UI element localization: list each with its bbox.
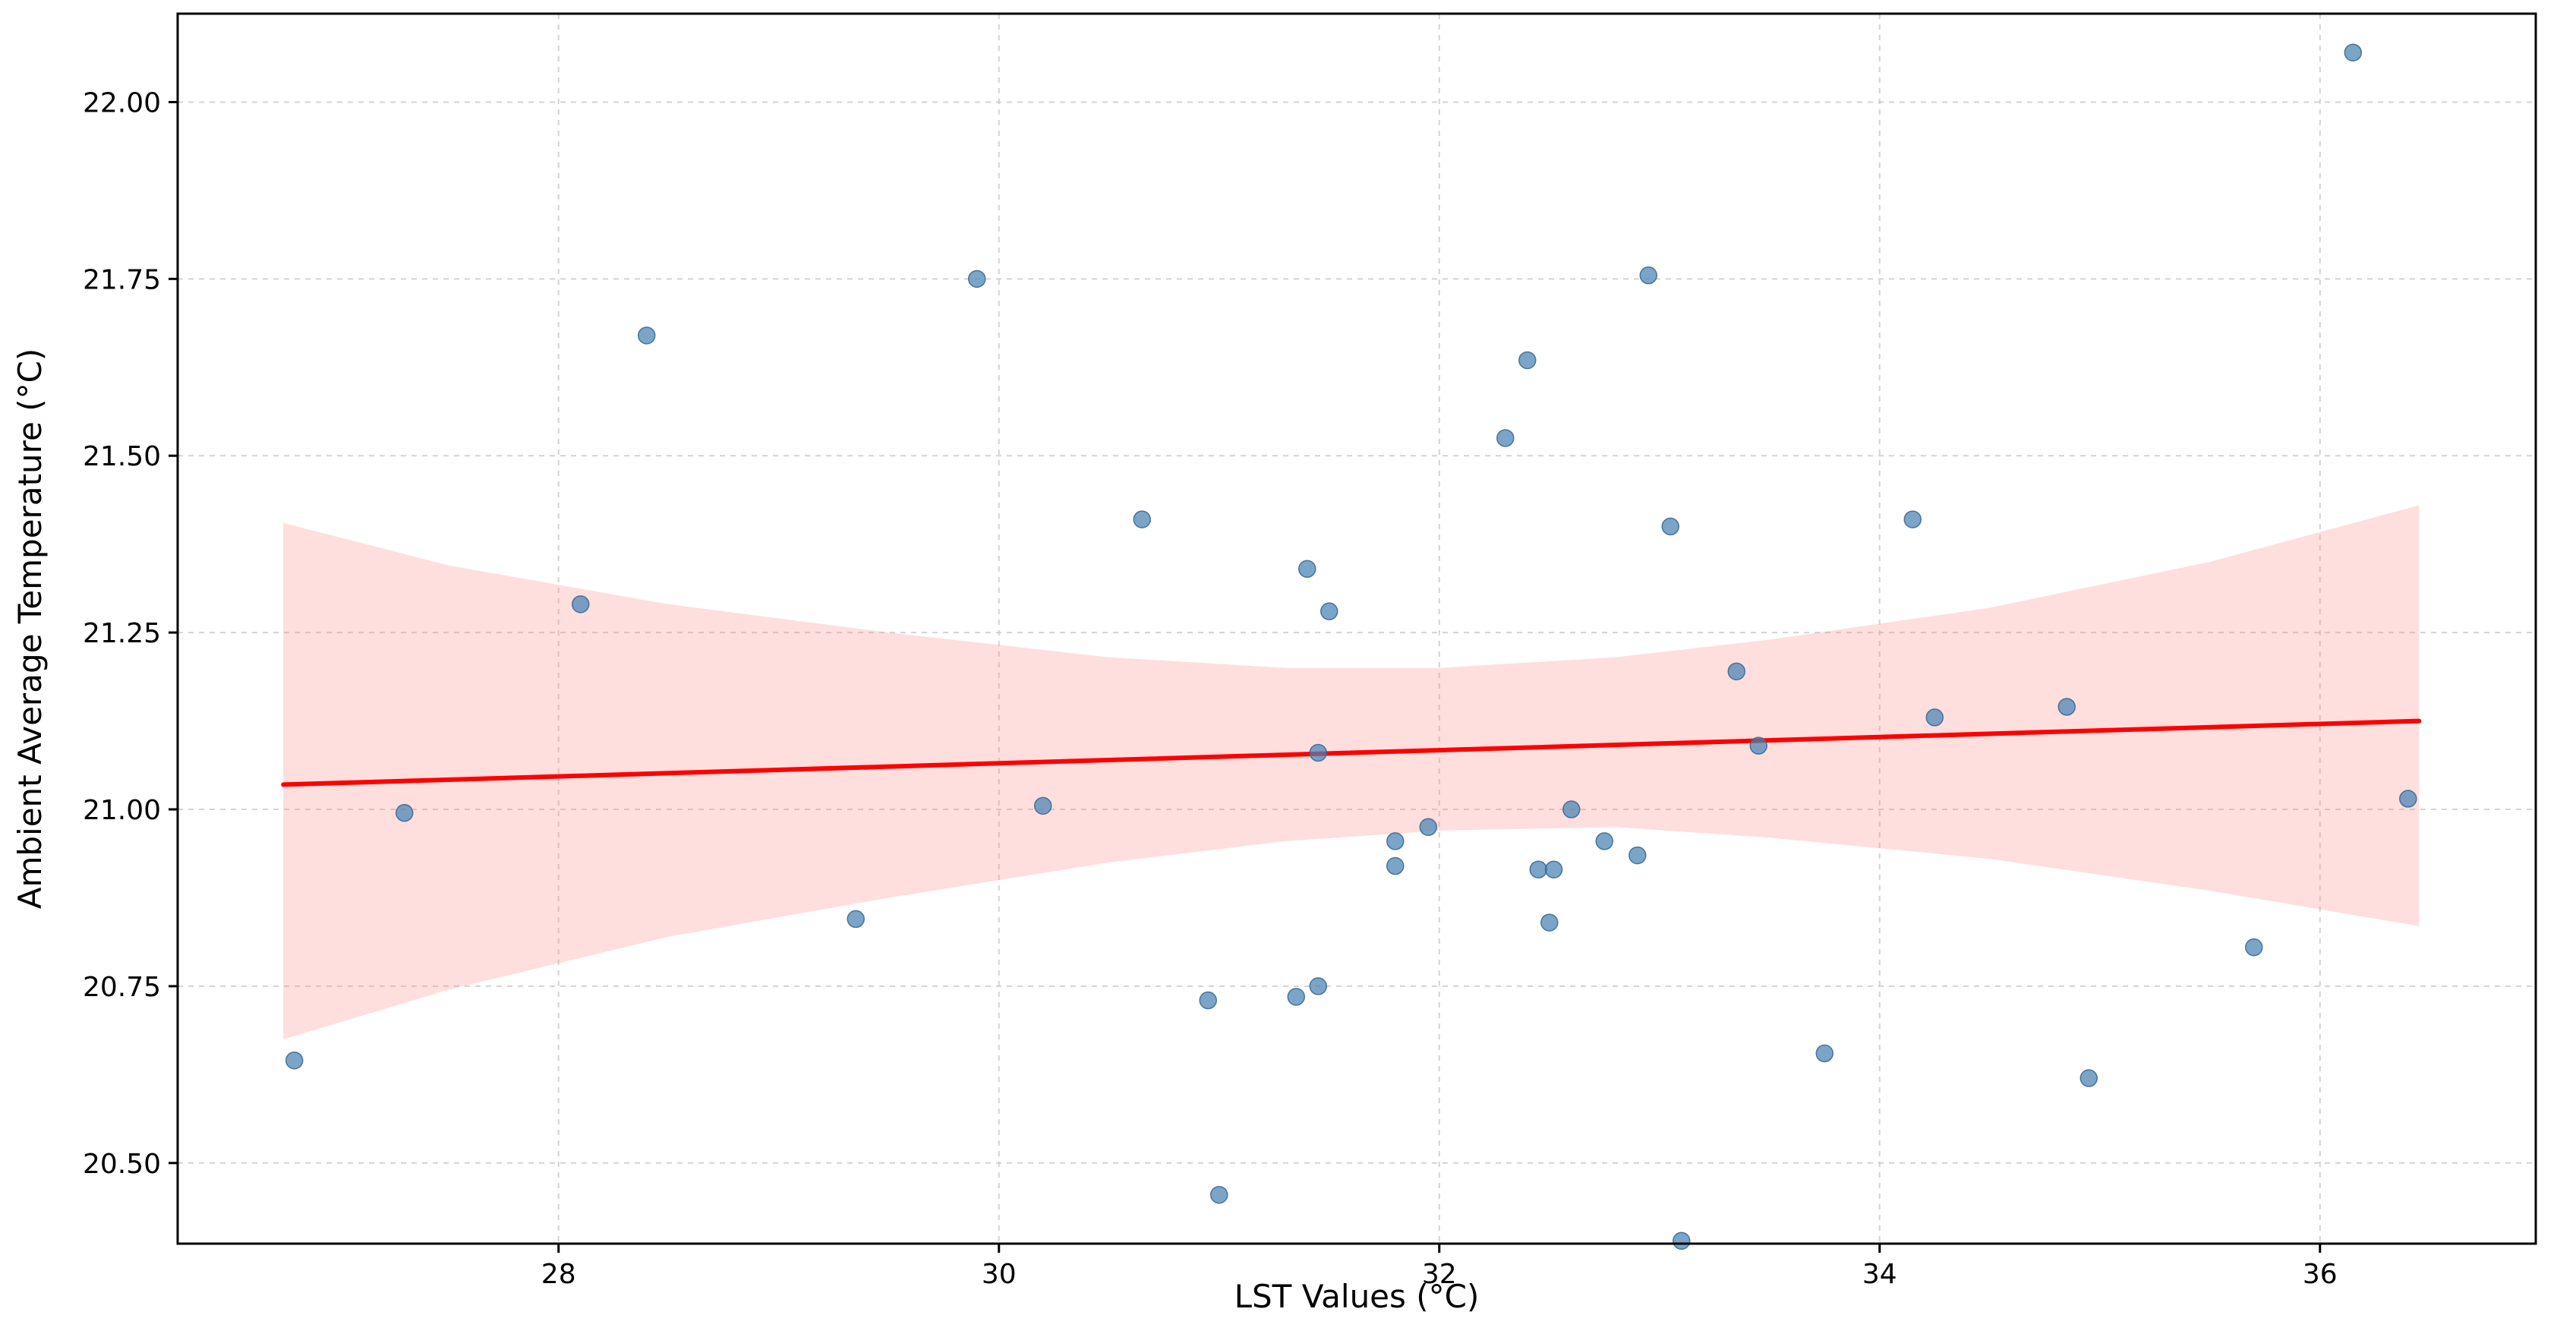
y-axis-label: Ambient Average Temperature (°C) xyxy=(11,348,49,910)
data-point xyxy=(1529,860,1548,878)
data-point xyxy=(395,803,414,822)
data-point xyxy=(967,270,986,289)
confidence-band-layer xyxy=(283,505,2420,1039)
data-point xyxy=(1661,517,1680,536)
plot-border xyxy=(176,12,2537,1245)
data-point xyxy=(1320,602,1338,620)
regression-line-layer xyxy=(281,718,2422,787)
data-point xyxy=(1544,860,1563,878)
data-point xyxy=(1419,818,1438,837)
data-point xyxy=(1727,662,1746,681)
data-point xyxy=(1673,1232,1691,1250)
x-tick-label: 30 xyxy=(982,1259,1017,1290)
y-tick-label: 21.00 xyxy=(83,795,161,826)
data-point xyxy=(847,910,865,929)
data-point xyxy=(1496,429,1515,447)
x-tick-label: 28 xyxy=(541,1259,576,1290)
data-point xyxy=(1199,991,1217,1010)
y-tick-label: 20.50 xyxy=(83,1149,161,1180)
data-point xyxy=(1562,800,1581,818)
x-tick-label: 34 xyxy=(1862,1259,1897,1290)
y-tick-label: 22.00 xyxy=(83,87,161,118)
data-points-layer xyxy=(285,43,2417,1250)
tick-labels-layer: 28 30 32 34 36 20.50 20.75 21.00 21.25 21.50 21.75… xyxy=(83,87,2338,1290)
y-tick-label: 20.75 xyxy=(83,972,161,1003)
data-point xyxy=(1749,736,1768,755)
data-point xyxy=(1595,832,1614,850)
regression-line xyxy=(281,718,2422,787)
axes-layer xyxy=(169,12,2537,1253)
y-tick-label: 21.75 xyxy=(83,264,161,295)
data-point xyxy=(285,1051,304,1070)
data-point xyxy=(1639,266,1658,285)
data-point xyxy=(571,595,590,613)
data-point xyxy=(1133,510,1151,528)
grid-layer xyxy=(178,14,2536,1244)
data-point xyxy=(1386,856,1405,875)
data-point xyxy=(1297,560,1316,579)
data-point xyxy=(1815,1044,1834,1063)
confidence-band xyxy=(283,505,2420,1039)
data-point xyxy=(1033,796,1052,815)
data-point xyxy=(2245,938,2263,957)
data-point xyxy=(1309,743,1327,762)
y-tick-label: 21.25 xyxy=(83,618,161,649)
data-point xyxy=(2057,698,2076,716)
data-point xyxy=(2344,43,2363,61)
data-point xyxy=(637,326,656,345)
data-point xyxy=(1287,988,1305,1006)
data-point xyxy=(1903,510,1922,528)
x-tick-label: 36 xyxy=(2303,1259,2338,1290)
data-point xyxy=(1540,913,1559,932)
y-tick-label: 21.50 xyxy=(83,441,161,472)
data-point xyxy=(1209,1185,1228,1204)
data-point xyxy=(1925,708,1944,727)
x-tick-label: 32 xyxy=(1422,1259,1457,1290)
data-point xyxy=(1518,351,1537,370)
data-point xyxy=(2079,1069,2098,1087)
data-point xyxy=(1629,846,1647,865)
data-point xyxy=(2399,790,2417,808)
data-point xyxy=(1309,977,1327,995)
x-axis-label: LST Values (°C) xyxy=(1234,1278,1480,1315)
data-point xyxy=(1386,832,1405,850)
